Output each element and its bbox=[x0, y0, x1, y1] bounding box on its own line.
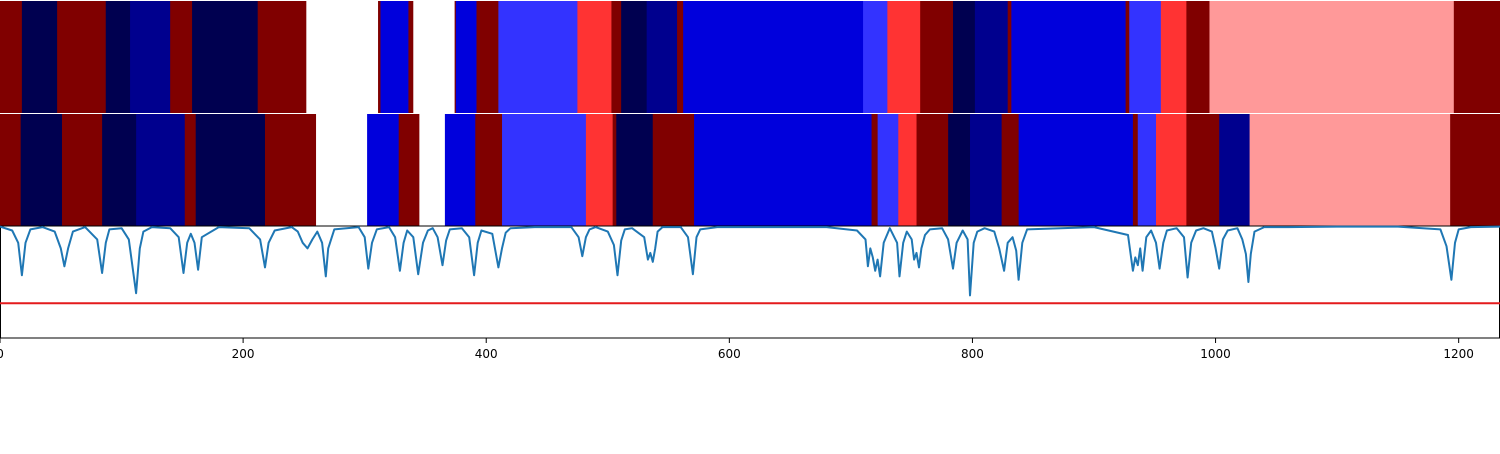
heatmap-cell bbox=[306, 1, 379, 113]
heatmap-cell bbox=[136, 114, 186, 226]
heatmap-cell bbox=[192, 1, 259, 113]
heatmap-cell bbox=[1209, 1, 1455, 113]
x-tick-label: 1000 bbox=[1200, 347, 1231, 361]
heatmap-cell bbox=[1155, 114, 1187, 226]
heatmap-cell bbox=[184, 114, 197, 226]
heatmap-cell bbox=[130, 1, 171, 113]
heatmap-cell bbox=[1125, 1, 1130, 113]
heatmap-cell bbox=[316, 114, 368, 226]
heatmap-cell bbox=[257, 1, 307, 113]
x-tick-label: 600 bbox=[718, 347, 741, 361]
heatmap-cell bbox=[948, 114, 971, 226]
heatmap-cell bbox=[1001, 114, 1020, 226]
heatmap-cell bbox=[887, 1, 921, 113]
heatmap-cell bbox=[1007, 1, 1012, 113]
heatmap-cell bbox=[952, 1, 976, 113]
heatmap-cell bbox=[612, 114, 617, 226]
heatmap-cell bbox=[444, 114, 476, 226]
heatmap-cell bbox=[21, 1, 58, 113]
heatmap-cell bbox=[1249, 114, 1451, 226]
heatmap-cell bbox=[498, 1, 578, 113]
heatmap-cell bbox=[677, 1, 684, 113]
x-tick-label: 1200 bbox=[1443, 347, 1474, 361]
heatmap-cell bbox=[1137, 114, 1157, 226]
line-panel bbox=[0, 225, 1500, 339]
heatmap-cell bbox=[863, 1, 888, 113]
heatmap-cell bbox=[1219, 114, 1251, 226]
heatmap-cell bbox=[378, 1, 382, 113]
heatmap-cell bbox=[616, 114, 654, 226]
heatmap-cell bbox=[1018, 114, 1134, 226]
heatmap-cell bbox=[455, 1, 478, 113]
heatmap-cell bbox=[413, 1, 456, 113]
heatmap-cell bbox=[1453, 1, 1500, 113]
heatmap-cell bbox=[1132, 114, 1139, 226]
heatmap-cell bbox=[652, 114, 695, 226]
heatmap-cell bbox=[102, 114, 137, 226]
heatmap-cell bbox=[621, 1, 648, 113]
heatmap-cell bbox=[1186, 114, 1220, 226]
heatmap-cell bbox=[1129, 1, 1162, 113]
heatmap-cell bbox=[0, 1, 23, 113]
heatmap-row-2 bbox=[0, 114, 1500, 226]
heatmap-cell bbox=[20, 114, 63, 226]
heatmap-cell bbox=[264, 114, 317, 226]
heatmap-cell bbox=[898, 114, 918, 226]
heatmap-cell bbox=[61, 114, 103, 226]
heatmap-cell bbox=[0, 114, 22, 226]
heatmap-rows bbox=[0, 1, 1500, 226]
heatmap-cell bbox=[1450, 114, 1500, 226]
heatmap-cell bbox=[916, 114, 949, 226]
heatmap-cell bbox=[577, 1, 613, 113]
heatmap-cell bbox=[367, 114, 400, 226]
heatmap-cell bbox=[454, 1, 457, 113]
x-tick-label: 200 bbox=[232, 347, 255, 361]
heatmap-cell bbox=[694, 114, 873, 226]
signal-line bbox=[0, 225, 1500, 297]
heatmap-cell bbox=[398, 114, 420, 226]
heatmap-cell bbox=[476, 1, 499, 113]
x-tick-label: 0 bbox=[0, 347, 4, 361]
heatmap-cell bbox=[195, 114, 266, 226]
heatmap-cell bbox=[380, 1, 410, 113]
heatmap-cell bbox=[974, 1, 1009, 113]
heatmap-cell bbox=[105, 1, 131, 113]
heatmap-cell bbox=[877, 114, 899, 226]
heatmap-cell bbox=[611, 1, 622, 113]
heatmap-cell bbox=[1011, 1, 1127, 113]
heatmap-cell bbox=[1160, 1, 1187, 113]
heatmap-cell bbox=[408, 1, 414, 113]
heatmap-cell bbox=[683, 1, 864, 113]
heatmap-cell bbox=[57, 1, 107, 113]
heatmap-cell bbox=[1186, 1, 1211, 113]
heatmap-cell bbox=[170, 1, 193, 113]
x-tick-label: 400 bbox=[475, 347, 498, 361]
x-axis: 0 200 400 600 800 1000 1200 bbox=[0, 338, 1474, 361]
line-panel-frame bbox=[0, 225, 1500, 339]
heatmap-cell bbox=[419, 114, 446, 226]
heatmap-cell bbox=[970, 114, 1003, 226]
heatmap-cell bbox=[585, 114, 614, 226]
x-tick-label: 800 bbox=[961, 347, 984, 361]
heatmap-cell bbox=[475, 114, 503, 226]
heatmap-row-1 bbox=[0, 1, 1500, 113]
heatmap-cell bbox=[502, 114, 587, 226]
heatmap-cell bbox=[646, 1, 678, 113]
heatmap-cell bbox=[920, 1, 954, 113]
heatmap-cell bbox=[871, 114, 879, 226]
